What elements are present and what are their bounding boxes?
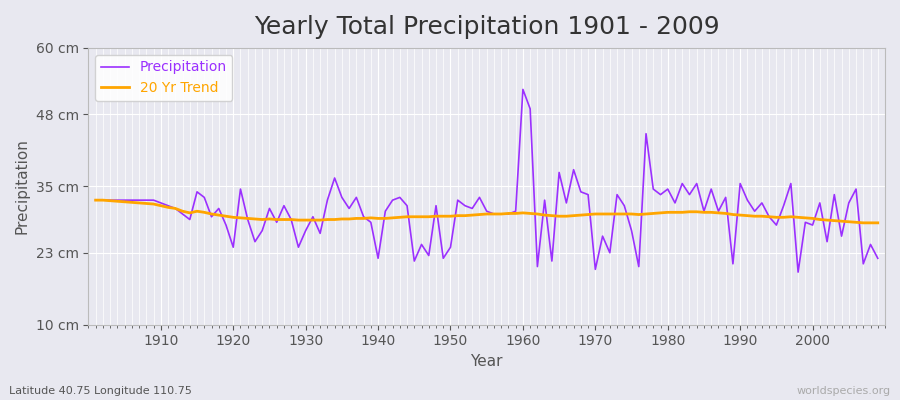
- X-axis label: Year: Year: [471, 354, 503, 369]
- Title: Yearly Total Precipitation 1901 - 2009: Yearly Total Precipitation 1901 - 2009: [254, 15, 719, 39]
- 20 Yr Trend: [90, 198, 101, 202]
- 20 Yr Trend: [872, 220, 883, 225]
- Precipitation: [148, 198, 159, 202]
- Precipitation: [518, 87, 528, 92]
- Precipitation: [308, 214, 319, 219]
- 20 Yr Trend: [510, 211, 521, 216]
- 20 Yr Trend: [351, 216, 362, 221]
- Legend: Precipitation, 20 Yr Trend: Precipitation, 20 Yr Trend: [95, 55, 232, 101]
- Precipitation: [90, 198, 101, 202]
- 20 Yr Trend: [518, 210, 528, 215]
- Precipitation: [872, 256, 883, 261]
- 20 Yr Trend: [605, 212, 616, 216]
- 20 Yr Trend: [148, 202, 159, 206]
- Text: Latitude 40.75 Longitude 110.75: Latitude 40.75 Longitude 110.75: [9, 386, 192, 396]
- Line: Precipitation: Precipitation: [95, 90, 878, 272]
- Precipitation: [793, 270, 804, 274]
- 20 Yr Trend: [308, 218, 319, 222]
- Line: 20 Yr Trend: 20 Yr Trend: [95, 200, 878, 223]
- Text: worldspecies.org: worldspecies.org: [796, 386, 891, 396]
- 20 Yr Trend: [858, 220, 868, 225]
- Y-axis label: Precipitation: Precipitation: [15, 138, 30, 234]
- Precipitation: [351, 195, 362, 200]
- Precipitation: [525, 106, 535, 111]
- Precipitation: [612, 192, 623, 197]
- Precipitation: [510, 209, 521, 214]
